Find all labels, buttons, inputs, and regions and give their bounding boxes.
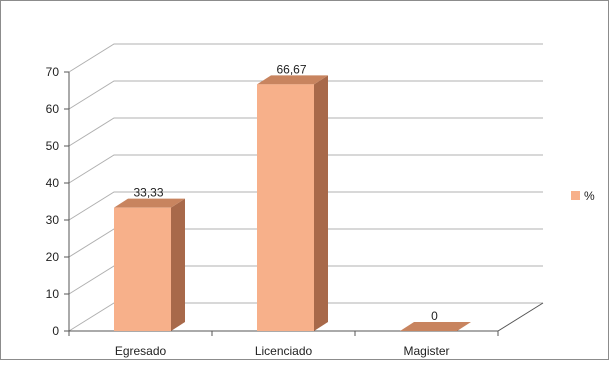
x-tick-label-egresado: Egresado (115, 344, 167, 358)
gridline (68, 154, 543, 184)
data-labels: 33,33 66,67 0 (133, 62, 438, 323)
legend-label: % (584, 189, 595, 203)
y-tick-label: 70 (46, 65, 60, 79)
bar-side-face (314, 75, 328, 331)
y-tick-label: 40 (46, 176, 60, 190)
legend: % (571, 189, 595, 203)
y-axis-tick-labels: 0 10 20 30 40 50 60 70 (46, 65, 60, 338)
data-label-magister: 0 (431, 309, 438, 323)
bar-top-face (114, 198, 185, 208)
x-axis-tick-labels: Egresado Licenciado Magister (115, 344, 450, 358)
chart-frame: 0 10 20 30 40 50 60 70 Egresado Licenciado Magist… (0, 0, 609, 360)
y-tick-label: 30 (46, 213, 60, 227)
gridline (68, 191, 543, 221)
bars (114, 75, 471, 331)
bar-egresado (114, 198, 185, 331)
x-tick-label-licenciado: Licenciado (255, 344, 313, 358)
gridline (68, 80, 543, 110)
gridline (68, 43, 543, 73)
bar-front-face (114, 207, 171, 331)
bar-magister (400, 322, 471, 331)
data-label-licenciado: 66,67 (276, 62, 306, 76)
bar-licenciado (257, 75, 328, 331)
bar-top-face (400, 322, 471, 331)
y-tick-label: 60 (46, 102, 60, 116)
column-chart: 0 10 20 30 40 50 60 70 Egresado Licenciado Magist… (46, 43, 595, 358)
x-tick-label-magister: Magister (403, 344, 449, 358)
y-tick-label: 50 (46, 139, 60, 153)
axes (64, 71, 544, 336)
bar-side-face (171, 198, 185, 331)
y-tick-label: 10 (46, 287, 60, 301)
gridline (68, 117, 543, 147)
y-tick-label: 0 (52, 324, 59, 338)
bar-top-face (257, 75, 328, 85)
data-label-egresado: 33,33 (133, 186, 163, 200)
y-tick-label: 20 (46, 250, 60, 264)
legend-swatch (571, 191, 580, 200)
bar-front-face (257, 84, 314, 331)
